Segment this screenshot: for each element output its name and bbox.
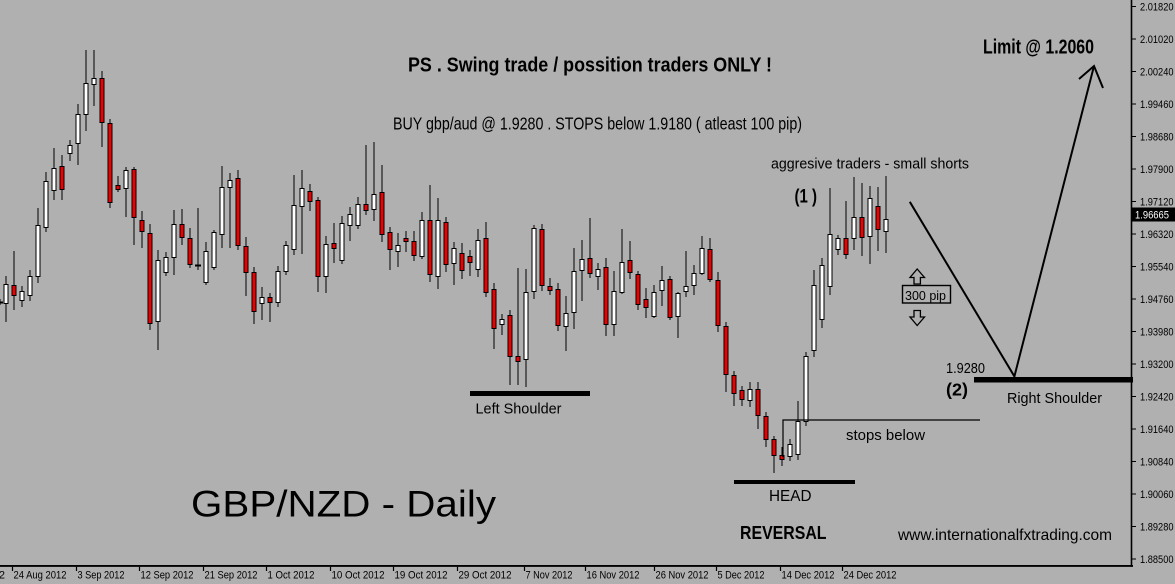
svg-text:2.01020: 2.01020 <box>1140 34 1174 46</box>
svg-text:HEAD: HEAD <box>769 488 812 505</box>
svg-text:(1 ): (1 ) <box>795 187 818 208</box>
svg-text:300 pip: 300 pip <box>905 289 946 303</box>
svg-text:21 Sep 2012: 21 Sep 2012 <box>205 570 258 582</box>
svg-text:29 Oct 2012: 29 Oct 2012 <box>459 570 512 582</box>
svg-text:26 Nov 2012: 26 Nov 2012 <box>656 570 709 582</box>
svg-text:1.90060: 1.90060 <box>1140 489 1174 501</box>
svg-text:10 Oct 2012: 10 Oct 2012 <box>332 570 385 582</box>
svg-text:2.01820: 2.01820 <box>1140 2 1174 14</box>
svg-text:1.97120: 1.97120 <box>1140 197 1174 209</box>
svg-text:12 Sep 2012: 12 Sep 2012 <box>141 570 194 582</box>
svg-text:1.89280: 1.89280 <box>1140 522 1174 534</box>
svg-text:1.97900: 1.97900 <box>1140 164 1174 176</box>
svg-text:24 Aug 2012: 24 Aug 2012 <box>14 570 67 582</box>
svg-text:PS . Swing trade / possition t: PS . Swing trade / possition traders ONL… <box>408 55 772 77</box>
svg-text:1 Oct 2012: 1 Oct 2012 <box>268 570 315 582</box>
svg-text:1.98680: 1.98680 <box>1140 132 1174 144</box>
svg-text:Left Shoulder: Left Shoulder <box>476 401 562 418</box>
svg-text:1.93200: 1.93200 <box>1140 359 1174 371</box>
svg-text:aggresive traders - small shor: aggresive traders - small shorts <box>771 157 969 173</box>
svg-text:14 Dec 2012: 14 Dec 2012 <box>782 570 835 582</box>
svg-text:1.94760: 1.94760 <box>1140 294 1174 306</box>
svg-text:Right Shoulder: Right Shoulder <box>1007 391 1102 407</box>
svg-text:1.93980: 1.93980 <box>1140 327 1174 339</box>
svg-text:BUY gbp/aud @ 1.9280 . STOPS b: BUY gbp/aud @ 1.9280 . STOPS below 1.918… <box>393 114 802 134</box>
svg-text:REVERSAL: REVERSAL <box>740 523 827 543</box>
svg-text:16 Nov 2012: 16 Nov 2012 <box>587 570 640 582</box>
svg-text:1.95540: 1.95540 <box>1140 262 1174 274</box>
svg-text:1.99460: 1.99460 <box>1140 99 1174 111</box>
svg-text:3 Sep 2012: 3 Sep 2012 <box>78 570 125 582</box>
svg-text:19 Oct 2012: 19 Oct 2012 <box>395 570 448 582</box>
svg-text:2.00240: 2.00240 <box>1140 67 1174 79</box>
svg-text:7 Nov 2012: 7 Nov 2012 <box>526 570 573 582</box>
svg-text:1.92420: 1.92420 <box>1140 392 1174 404</box>
svg-text:1.91640: 1.91640 <box>1140 424 1174 436</box>
svg-text:1.96320: 1.96320 <box>1140 229 1174 241</box>
svg-text:stops below: stops below <box>846 427 925 444</box>
svg-text:24 Dec 2012: 24 Dec 2012 <box>844 570 897 582</box>
svg-text:1.96665: 1.96665 <box>1135 210 1169 222</box>
svg-text:1.90840: 1.90840 <box>1140 457 1174 469</box>
svg-text:Limit @ 1.2060: Limit @ 1.2060 <box>983 37 1094 59</box>
svg-text:(2): (2) <box>946 380 968 400</box>
svg-text:2: 2 <box>0 570 5 582</box>
svg-text:1.88500: 1.88500 <box>1140 554 1174 566</box>
svg-text:1.9280: 1.9280 <box>946 361 985 377</box>
svg-text:www.internationalfxtrading.com: www.internationalfxtrading.com <box>897 527 1112 544</box>
svg-text:5 Dec 2012: 5 Dec 2012 <box>718 570 765 582</box>
svg-text:GBP/NZD - Daily: GBP/NZD - Daily <box>191 483 496 525</box>
